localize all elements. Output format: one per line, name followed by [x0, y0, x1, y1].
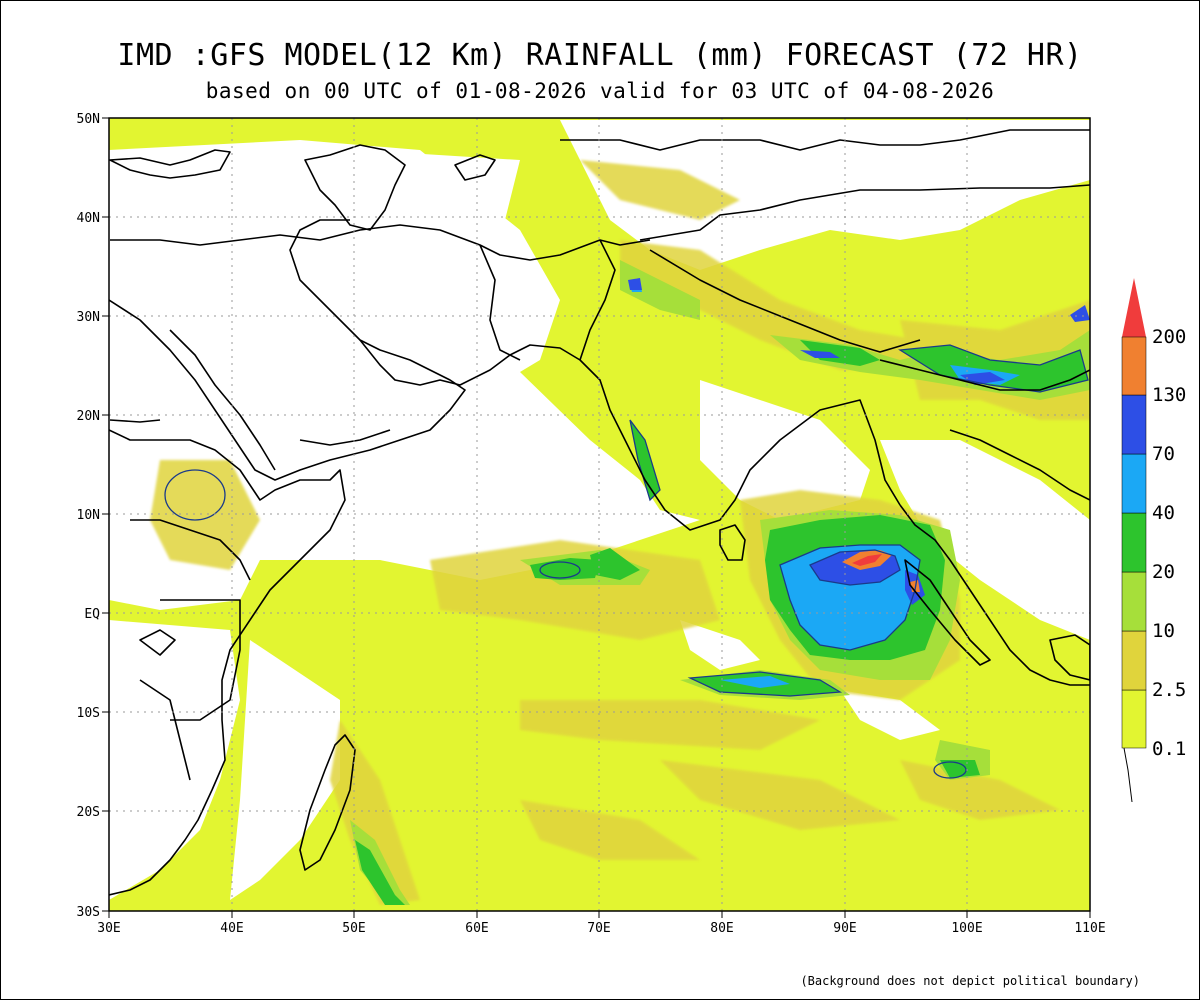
- lat-label: 30N: [77, 310, 100, 325]
- lat-label: EQ: [84, 607, 100, 622]
- legend-labels: 0.1 2.5 10 20 40 70 130 200: [1152, 326, 1186, 760]
- lon-label: 80E: [710, 921, 733, 936]
- rainfall-contours: [164, 344, 1089, 779]
- lat-label: 50N: [77, 112, 100, 127]
- lon-label: 50E: [342, 921, 365, 936]
- legend-swatch-40: [1121, 453, 1147, 514]
- axis-ticks: [102, 117, 1091, 918]
- rain-above-200: [852, 554, 882, 566]
- legend-swatch-2-5: [1121, 630, 1147, 691]
- legend-swatch-20: [1121, 512, 1147, 573]
- lon-label: 30E: [97, 921, 120, 936]
- lat-label: 40N: [77, 211, 100, 226]
- lat-label: 20S: [77, 805, 100, 820]
- legend-label: 130: [1152, 384, 1186, 406]
- map-plot-area: [109, 118, 1090, 911]
- legend-swatch-130: [1121, 336, 1147, 396]
- footer-note: (Background does not depict political bo…: [800, 974, 1140, 988]
- legend-label: 70: [1152, 443, 1175, 465]
- graticule: [109, 118, 1090, 911]
- lon-label: 90E: [833, 921, 856, 936]
- legend-swatch-10: [1121, 571, 1147, 632]
- latitude-labels: 50N 40N 30N 20N 10N EQ 10S 20S 30S: [77, 112, 101, 920]
- lon-label: 100E: [951, 921, 982, 936]
- map-subtitle: based on 00 UTC of 01-08-2026 valid for …: [205, 79, 995, 103]
- legend-min-tail: [1123, 747, 1133, 803]
- lon-label: 110E: [1074, 921, 1105, 936]
- lon-label: 60E: [465, 921, 488, 936]
- legend-label: 0.1: [1152, 738, 1186, 760]
- rainfall-legend: 0.1 2.5 10 20 40 70 130 200: [1121, 278, 1186, 803]
- lat-label: 10S: [77, 706, 100, 721]
- map-title: IMD :GFS MODEL(12 Km) RAINFALL (mm) FORE…: [117, 38, 1083, 73]
- legend-label: 20: [1152, 561, 1175, 583]
- legend-label: 10: [1152, 620, 1175, 642]
- legend-label: 40: [1152, 502, 1175, 524]
- legend-max-arrow: [1122, 278, 1146, 337]
- legend-label: 2.5: [1152, 679, 1186, 701]
- legend-swatch-70: [1121, 394, 1147, 455]
- lon-label: 40E: [220, 921, 243, 936]
- longitude-labels: 30E 40E 50E 60E 70E 80E 90E 100E 110E: [97, 921, 1105, 936]
- rain-2-5-to-10: [150, 160, 1090, 905]
- lon-label: 70E: [587, 921, 610, 936]
- legend-label: 200: [1152, 326, 1186, 348]
- legend-swatch-0-1: [1121, 689, 1147, 749]
- lat-label: 20N: [77, 409, 100, 424]
- lat-label: 30S: [77, 905, 100, 920]
- coastlines: [109, 129, 1090, 896]
- lat-label: 10N: [77, 508, 100, 523]
